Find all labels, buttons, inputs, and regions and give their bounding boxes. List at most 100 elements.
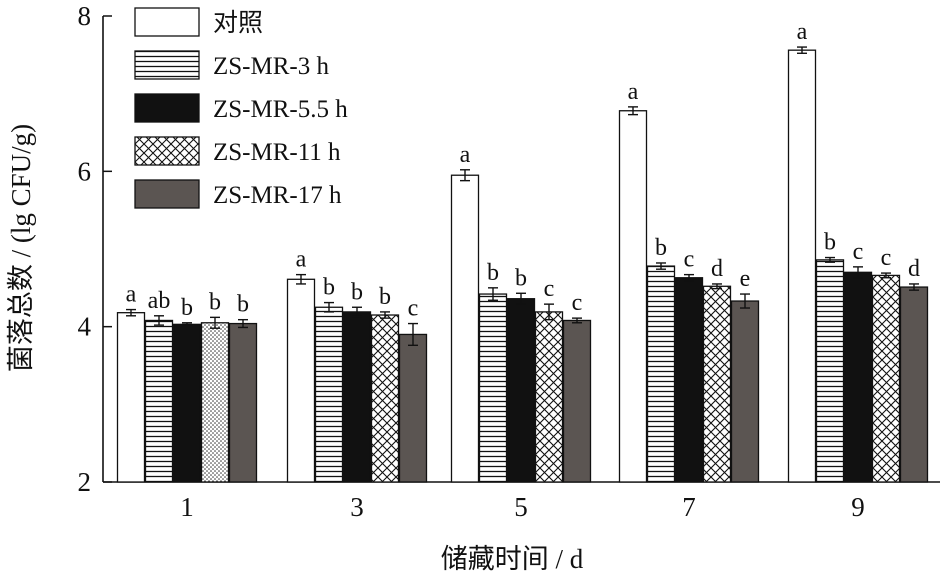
x-tick-label: 1 [180,492,194,522]
significance-letter: a [460,142,471,168]
y-tick-label: 4 [78,312,92,342]
legend-label: 对照 [213,9,263,37]
error-bar [909,283,919,291]
legend-label: ZS-MR-17 h [213,182,342,209]
significance-letter: d [711,256,723,282]
bar [562,319,592,483]
significance-letter: b [209,289,221,315]
error-bar [797,46,807,54]
significance-letter: b [655,235,667,261]
significance-letter: b [181,295,193,321]
bar [478,293,508,483]
error-bar [380,311,390,319]
bar [534,311,564,483]
bar [314,306,344,483]
error-bar [572,317,582,324]
significance-letter: a [628,79,639,105]
error-bar [740,293,750,309]
bar [450,174,480,483]
bar [899,286,929,483]
legend-swatch [134,50,200,80]
error-bar [488,287,498,301]
y-axis-title: 菌落总数 / (lg CFU/g) [6,124,36,372]
legend: 对照 ZS-MR-3 h ZS-MR-5.5 h ZS-MR-11 h ZS-MR-17… [134,7,348,209]
legend-item: ZS-MR-11 h [134,136,341,166]
y-tick-label: 6 [78,156,92,186]
legend-label: ZS-MR-11 h [213,139,341,166]
legend-item: ZS-MR-5.5 h [134,93,348,123]
x-tick-label: 7 [682,492,696,522]
error-bar [238,318,248,329]
bar [730,300,760,483]
legend-swatch [134,179,200,209]
significance-letter: e [740,266,751,292]
error-bar [881,272,891,279]
error-bar [684,273,694,282]
bar [342,311,372,483]
significance-letter: c [853,239,864,265]
legend-label: ZS-MR-3 h [213,53,329,80]
bar [674,277,704,483]
error-bar [460,169,470,182]
significance-letter: ab [148,288,171,314]
significance-letter: c [544,276,555,302]
legend-item: ZS-MR-17 h [134,179,342,209]
x-tick-label: 5 [514,492,528,522]
error-bar [296,273,306,285]
significance-letter: a [797,19,808,45]
error-bar [516,292,526,305]
bar [506,298,536,483]
significance-letter: a [126,282,137,308]
legend-item: ZS-MR-3 h [134,50,329,80]
error-bar [628,106,638,116]
bar [398,333,428,483]
significance-letter: b [237,292,249,318]
error-bar [126,308,136,317]
bar [843,271,873,483]
error-bar [352,306,362,318]
x-tick-label: 9 [851,492,865,522]
error-bar [324,301,334,313]
error-bar [154,315,164,326]
legend-item: 对照 [134,7,263,37]
significance-letter: d [908,256,920,282]
legend-swatch [134,7,200,37]
significance-letter: b [824,230,836,256]
significance-letter: c [881,245,892,271]
bar [200,322,230,483]
error-bar [210,316,220,329]
legend-swatch [134,93,200,123]
bar [702,285,732,483]
significance-letter: b [323,275,335,301]
legend-swatch [134,136,200,166]
error-bar [544,303,554,321]
significance-letter: c [408,296,419,322]
x-tick-label: 3 [350,492,364,522]
y-tick-label: 2 [78,467,92,497]
error-bar [656,262,666,270]
error-bar [408,322,418,347]
significance-letter: b [379,284,391,310]
significance-letter: c [572,290,583,316]
bar [228,322,258,483]
bar [116,312,146,483]
significance-letter: c [684,247,695,273]
bar [871,274,901,483]
error-bar [853,266,863,279]
error-bar [182,322,192,327]
bar [646,265,676,483]
bar [618,110,648,483]
x-axis-title: 储藏时间 / d [441,544,584,574]
bar [144,319,174,483]
bar [787,49,817,483]
y-tick-label: 8 [78,1,92,31]
bar [286,278,316,483]
significance-letter: b [487,260,499,286]
bar [172,323,202,483]
error-bar [825,256,835,263]
bar [370,314,400,483]
legend-label: ZS-MR-5.5 h [213,96,348,123]
error-bar [712,283,722,290]
